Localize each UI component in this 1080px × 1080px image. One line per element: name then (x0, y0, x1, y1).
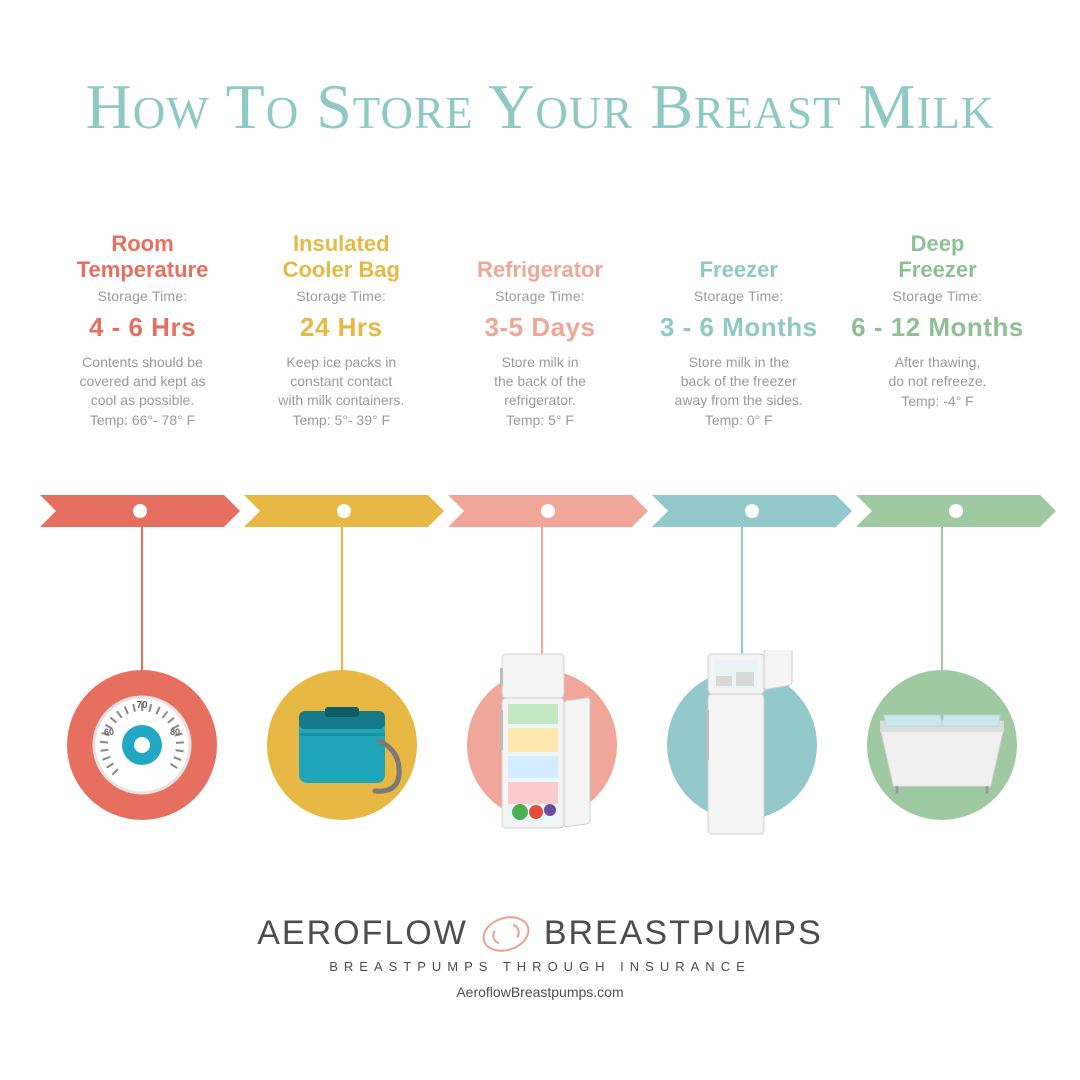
connector-line (141, 527, 143, 677)
storage-temp: Temp: 5° F (443, 412, 638, 428)
icon-circle (867, 670, 1017, 820)
connector-line (341, 527, 343, 677)
column-title: Room Temperature (45, 230, 240, 282)
brand-word-right: BREASTPUMPS (544, 914, 823, 953)
storage-duration: 4 - 6 Hrs (45, 312, 240, 343)
cooler-icon (277, 685, 407, 805)
connector-line (941, 527, 943, 677)
freezer-icon (672, 650, 812, 840)
storage-tip: Contents should be covered and kept as c… (45, 353, 240, 410)
icon-circle: 70 60 80 (67, 670, 217, 820)
timeline-arrow (448, 495, 648, 527)
chest-freezer-icon (867, 685, 1017, 805)
storage-time-label: Storage Time: (443, 288, 638, 304)
brand-tagline: BREASTPUMPS THROUGH INSURANCE (0, 959, 1080, 974)
storage-column: Insulated Cooler Bag Storage Time: 24 Hr… (244, 230, 439, 428)
storage-tip: Store milk in the back of the refrigerat… (443, 353, 638, 410)
svg-text:60: 60 (104, 727, 114, 737)
icon-circle (667, 670, 817, 820)
column-title: Freezer (641, 230, 836, 282)
brand-word-left: AEROFLOW (257, 914, 468, 953)
column-title: Refrigerator (443, 230, 638, 282)
brand-url: AeroflowBreastpumps.com (0, 984, 1080, 1000)
storage-time-label: Storage Time: (45, 288, 240, 304)
timeline-arrow (856, 495, 1056, 527)
footer: AEROFLOW BREASTPUMPS BREASTPUMPS THROUGH… (0, 914, 1080, 1000)
storage-tip: After thawing, do not refreeze. (840, 353, 1035, 391)
storage-tip: Store milk in the back of the freezer aw… (641, 353, 836, 410)
storage-time-label: Storage Time: (244, 288, 439, 304)
arrow-timeline (40, 495, 1060, 527)
storage-temp: Temp: 5°- 39° F (244, 412, 439, 428)
icon-circle (467, 670, 617, 820)
storage-time-label: Storage Time: (840, 288, 1035, 304)
thermostat-icon: 70 60 80 (87, 690, 197, 800)
storage-duration: 6 - 12 Months (840, 312, 1035, 343)
timeline-arrow (652, 495, 852, 527)
storage-tip: Keep ice packs in constant contact with … (244, 353, 439, 410)
brand-row: AEROFLOW BREASTPUMPS (0, 914, 1080, 953)
svg-text:80: 80 (170, 727, 180, 737)
brand-logo-icon (478, 910, 534, 957)
storage-temp: Temp: -4° F (840, 393, 1035, 409)
storage-column: Room Temperature Storage Time: 4 - 6 Hrs… (45, 230, 240, 428)
storage-duration: 3-5 Days (443, 312, 638, 343)
main-title: How To Store Your Breast Milk (0, 70, 1080, 144)
refrigerator-icon (472, 650, 612, 840)
icon-circle (267, 670, 417, 820)
columns-container: Room Temperature Storage Time: 4 - 6 Hrs… (45, 230, 1035, 428)
column-title: Deep Freezer (840, 230, 1035, 282)
storage-duration: 24 Hrs (244, 312, 439, 343)
storage-time-label: Storage Time: (641, 288, 836, 304)
timeline-arrow (40, 495, 240, 527)
timeline-arrow (244, 495, 444, 527)
storage-temp: Temp: 0° F (641, 412, 836, 428)
storage-column: Freezer Storage Time: 3 - 6 Months Store… (641, 230, 836, 428)
storage-temp: Temp: 66°- 78° F (45, 412, 240, 428)
storage-duration: 3 - 6 Months (641, 312, 836, 343)
storage-column: Refrigerator Storage Time: 3-5 Days Stor… (443, 230, 638, 428)
column-title: Insulated Cooler Bag (244, 230, 439, 282)
svg-text:70: 70 (136, 700, 148, 711)
storage-column: Deep Freezer Storage Time: 6 - 12 Months… (840, 230, 1035, 428)
